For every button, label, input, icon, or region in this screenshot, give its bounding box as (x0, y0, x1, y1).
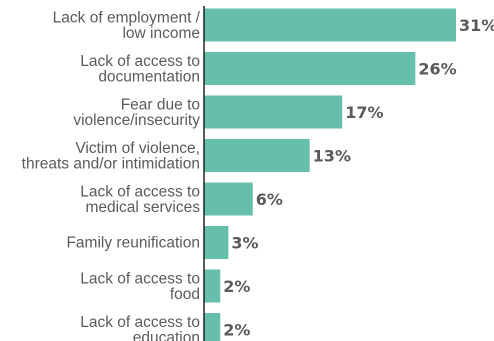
category-label-line: Lack of access to (80, 183, 200, 200)
bar-5 (204, 182, 253, 216)
category-label-line: Lack of access to (80, 270, 200, 287)
category-label-1: Lack of employment / low income (53, 9, 201, 42)
bar-4 (204, 139, 310, 172)
category-label-line: medical services (85, 199, 200, 216)
category-label-line: documentation (98, 68, 200, 85)
category-label-line: low income (122, 25, 200, 42)
bar-2 (204, 52, 416, 85)
bar-6 (204, 226, 229, 259)
category-label-2: Lack of access to documentation (80, 53, 200, 86)
category-label-4: Victim of violence, threats and/or intimi… (22, 140, 200, 173)
value-label-4: 13% (313, 147, 351, 166)
value-label-8: 2% (223, 321, 250, 340)
category-label-line: Lack of access to (80, 53, 200, 70)
category-label-7: Lack of access to food (80, 270, 200, 303)
bar-1 (204, 8, 456, 42)
category-labels-group: Lack of employment / low income Lack of ac… (22, 9, 201, 341)
value-label-2: 26% (418, 60, 456, 79)
bars-group (204, 8, 456, 341)
category-label-line: food (170, 286, 200, 303)
category-label-line: Lack of access to (80, 314, 200, 331)
value-label-5: 6% (256, 190, 283, 209)
category-label-3: Fear due to violence/insecurity (73, 96, 200, 129)
category-label-line: violence/insecurity (73, 112, 200, 129)
value-label-1: 31% (459, 16, 494, 35)
value-label-6: 3% (231, 234, 258, 253)
category-label-line: Family reunification (66, 235, 200, 252)
value-label-7: 2% (223, 277, 250, 296)
category-label-5: Lack of access to medical services (80, 183, 200, 216)
category-label-line: Victim of violence, (75, 140, 200, 157)
category-label-line: threats and/or intimidation (22, 155, 200, 172)
category-label-8: Lack of access to education (80, 314, 200, 341)
value-labels-group: 31% 26% 17% 13% 6% 3% 2% 2% (223, 16, 494, 340)
category-label-6: Family reunification (66, 235, 200, 252)
bar-7 (204, 269, 221, 303)
value-label-3: 17% (345, 103, 383, 122)
bar-3 (204, 95, 343, 129)
category-label-line: education (133, 329, 200, 341)
category-label-line: Fear due to (121, 96, 200, 113)
category-label-line: Lack of employment / (53, 9, 201, 26)
bar-8 (204, 313, 221, 341)
